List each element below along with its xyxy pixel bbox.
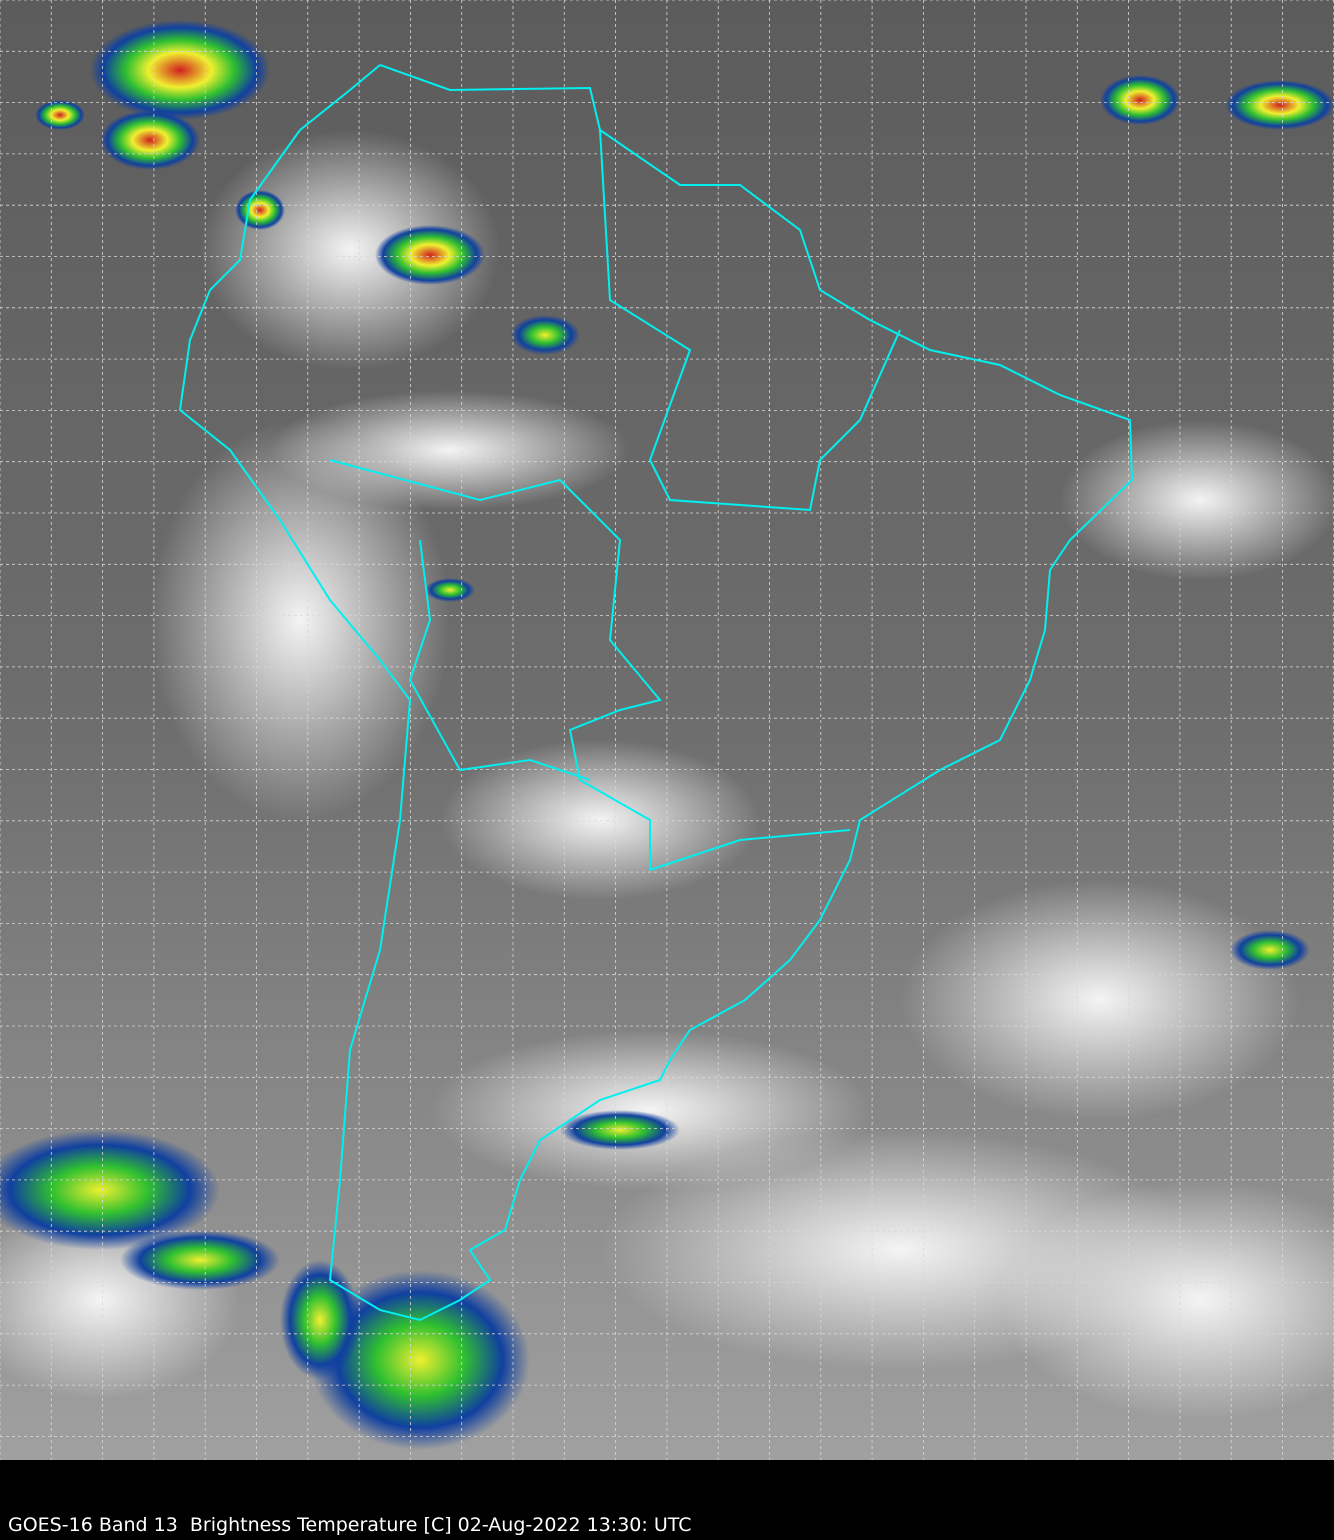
- cloud: [150, 420, 450, 820]
- cold-cloud-top: [1230, 930, 1310, 970]
- convective-storm: [35, 100, 85, 130]
- cold-cloud-top: [560, 1110, 680, 1150]
- brazil-border: [599, 129, 901, 512]
- satellite-map: [0, 0, 1334, 1460]
- cold-cloud-top: [280, 1260, 360, 1380]
- convective-storm: [1100, 75, 1180, 125]
- cloud: [200, 130, 500, 370]
- image-caption: GOES-16 Band 13 Brightness Temperature […: [8, 1514, 692, 1536]
- convective-storm: [375, 225, 485, 285]
- convective-storm: [235, 190, 285, 230]
- convective-storm: [100, 110, 200, 170]
- cloud: [440, 740, 760, 900]
- cold-cloud-top: [120, 1230, 280, 1290]
- cold-cloud-top: [425, 578, 475, 602]
- interior-border: [329, 459, 851, 872]
- cold-cloud-top: [510, 315, 580, 355]
- cold-cloud-top: [0, 1130, 220, 1250]
- cloud: [1000, 1180, 1334, 1420]
- cold-cloud-top: [310, 1270, 530, 1450]
- convective-storm: [1225, 80, 1334, 130]
- interior-border-2: [408, 539, 591, 781]
- cloud: [1060, 420, 1334, 580]
- cloud: [900, 880, 1300, 1120]
- convective-storm: [90, 20, 270, 120]
- lat-lon-grid: [0, 0, 1334, 1460]
- cloud-field: [0, 20, 1334, 1450]
- country-borders: [178, 64, 1134, 1322]
